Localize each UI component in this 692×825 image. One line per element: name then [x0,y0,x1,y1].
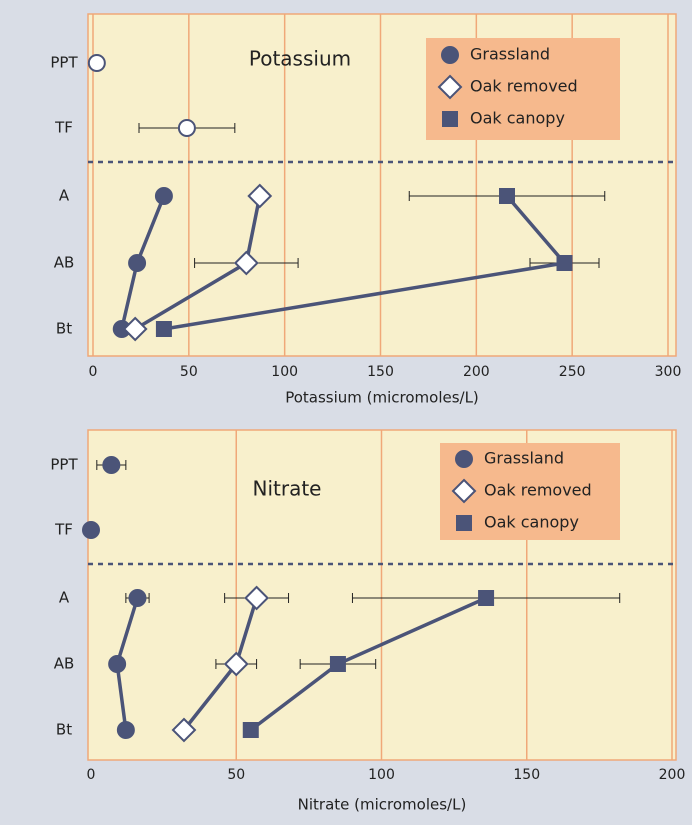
x-tick-label: 100 [271,364,298,380]
x-tick-label: 150 [367,364,394,380]
point [154,187,173,205]
y-tick-label: Bt [56,320,72,338]
point [556,255,573,271]
point [177,119,196,137]
legend-marker [437,74,463,100]
y-tick-label: TF [54,521,73,539]
y-tick-label: Bt [56,721,72,739]
point [102,456,121,474]
point [116,721,135,739]
point [128,589,147,607]
x-axis-label: Nitrate (micromoles/L) [298,796,467,814]
legend-label: Grassland [484,449,564,468]
point [223,651,249,677]
x-tick-label: 250 [559,364,586,380]
point [242,722,259,738]
legend-marker [456,515,472,531]
panel: 0 50 100 150 200 PPT TF A AB Bt Nitrate Nitrate (mi… [50,429,686,814]
x-tick-label: 150 [513,767,540,783]
legend-label: Oak removed [470,77,578,96]
y-tick-label: A [59,187,70,205]
point [499,188,515,204]
legend-label: Oak removed [484,481,592,500]
point [247,183,273,209]
legend-marker [442,111,458,127]
y-tick-label: PPT [50,456,78,474]
x-tick-label: 50 [227,767,245,783]
legend-marker [451,478,477,504]
y-tick-label: AB [54,254,75,272]
legend-marker [441,46,459,64]
point [122,316,148,342]
x-tick-label: 200 [659,767,686,783]
chart-title: Potassium [249,47,351,71]
point [478,590,495,606]
legend-marker [455,450,473,468]
y-tick-label: AB [54,655,75,673]
point [87,54,106,72]
x-tick-label: 0 [89,364,98,380]
x-tick-label: 50 [180,364,198,380]
chart-title: Nitrate [253,477,322,501]
legend-label: Grassland [470,45,550,64]
x-tick-label: 200 [463,364,490,380]
x-axis-label: Potassium (micromoles/L) [285,389,479,407]
x-tick-label: 300 [655,364,682,380]
x-tick-label: 100 [368,767,395,783]
legend-label: Oak canopy [470,109,565,128]
point [171,717,197,743]
panel: 0 50 100 150 200 250 300 PPT TF A AB Bt Potassium Pot… [50,13,682,407]
point [82,521,100,539]
point [329,656,346,672]
point [108,655,127,673]
y-tick-label: PPT [50,54,78,72]
x-tick-label: 0 [87,767,96,783]
point [233,250,259,276]
legend: Grassland Oak removed Oak canopy [426,38,620,140]
legend-label: Oak canopy [484,513,579,532]
point [128,254,147,272]
point [155,321,172,337]
point [244,585,269,611]
legend: Grassland Oak removed Oak canopy [440,443,620,540]
y-tick-label: TF [54,119,73,137]
y-tick-label: A [59,589,70,607]
